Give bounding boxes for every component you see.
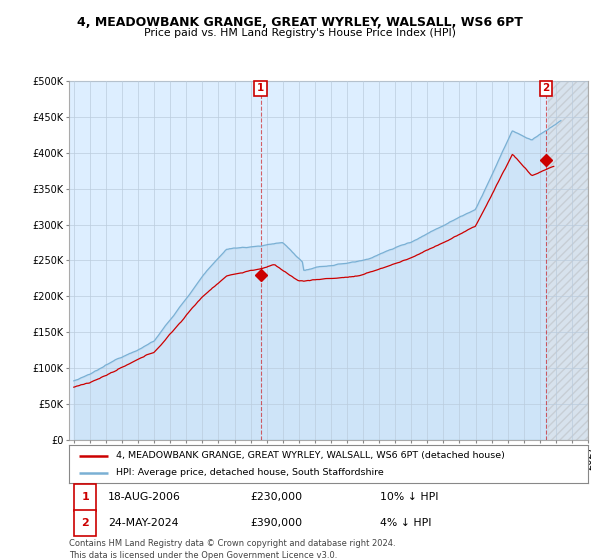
Text: 2: 2 [542,83,550,94]
Text: 10% ↓ HPI: 10% ↓ HPI [380,492,439,502]
Text: 4, MEADOWBANK GRANGE, GREAT WYRLEY, WALSALL, WS6 6PT (detached house): 4, MEADOWBANK GRANGE, GREAT WYRLEY, WALS… [116,451,505,460]
Text: £230,000: £230,000 [251,492,303,502]
Text: Price paid vs. HM Land Registry's House Price Index (HPI): Price paid vs. HM Land Registry's House … [144,28,456,38]
Text: HPI: Average price, detached house, South Staffordshire: HPI: Average price, detached house, Sout… [116,468,383,477]
Text: 24-MAY-2024: 24-MAY-2024 [108,517,178,528]
Bar [548,81,588,440]
Text: £390,000: £390,000 [251,517,303,528]
FancyBboxPatch shape [74,484,96,511]
Text: 4, MEADOWBANK GRANGE, GREAT WYRLEY, WALSALL, WS6 6PT: 4, MEADOWBANK GRANGE, GREAT WYRLEY, WALS… [77,16,523,29]
Text: 1: 1 [257,83,265,94]
FancyBboxPatch shape [74,510,96,536]
Text: 2: 2 [81,517,89,528]
Text: 18-AUG-2006: 18-AUG-2006 [108,492,181,502]
Text: 4% ↓ HPI: 4% ↓ HPI [380,517,432,528]
Text: Contains HM Land Registry data © Crown copyright and database right 2024.
This d: Contains HM Land Registry data © Crown c… [69,539,395,559]
Text: 1: 1 [81,492,89,502]
